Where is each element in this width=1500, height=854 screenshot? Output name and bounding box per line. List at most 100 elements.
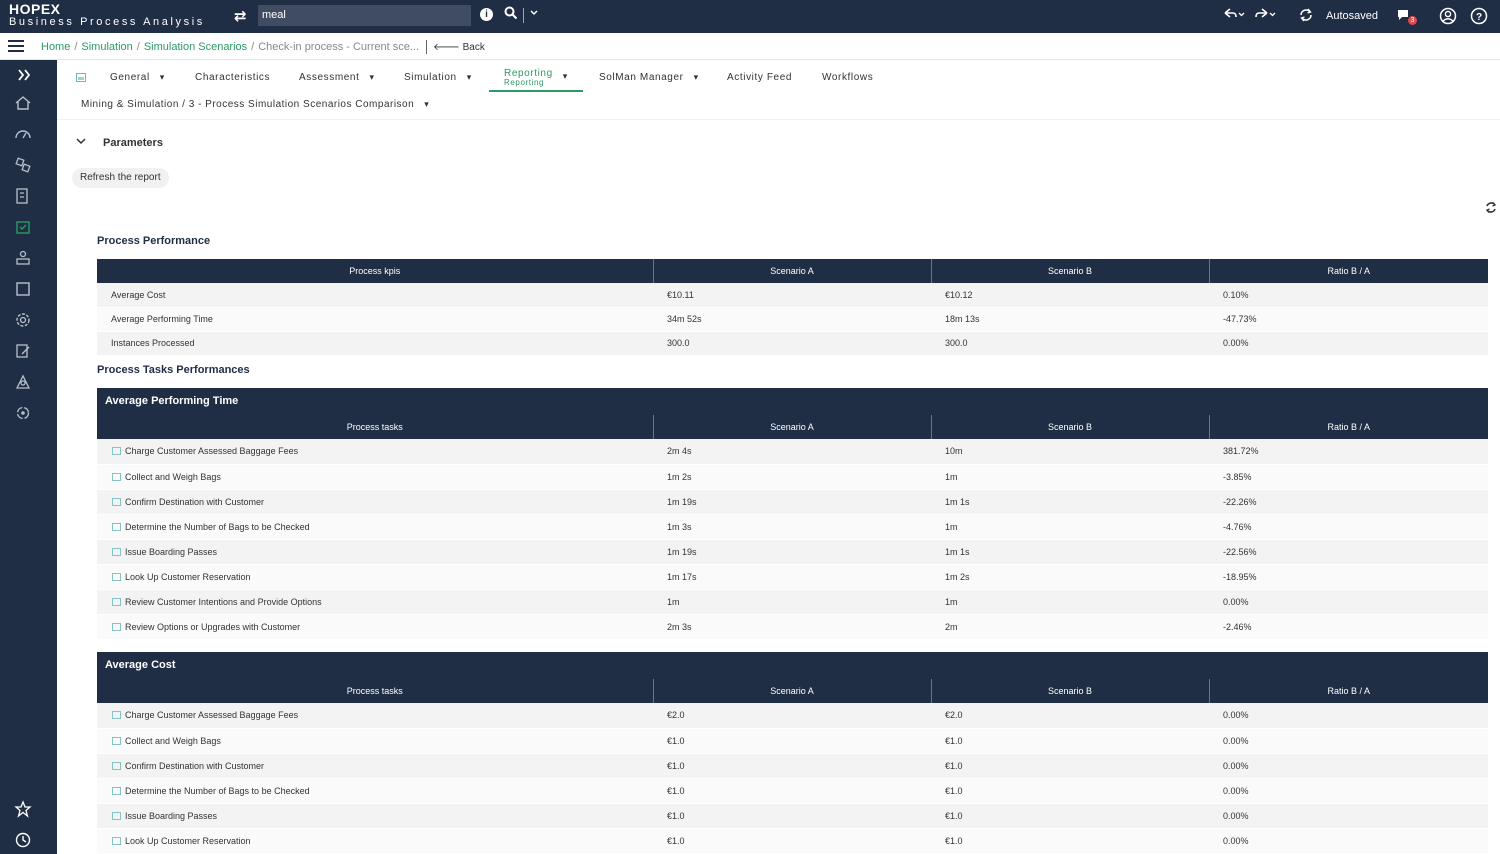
app-logo[interactable]: HOPEX Business Process Analysis (9, 1, 205, 29)
home-icon[interactable] (14, 94, 32, 112)
favorites-icon[interactable] (14, 800, 32, 818)
reload-icon[interactable] (1485, 201, 1497, 214)
tab-simulation[interactable]: Simulation ▾ (404, 72, 472, 83)
history-icon[interactable] (14, 831, 32, 849)
column-header[interactable]: Process tasks (97, 415, 654, 439)
column-header[interactable]: Scenario B (931, 259, 1210, 283)
task-name[interactable]: Look Up Customer Reservation (125, 571, 251, 582)
back-button[interactable]: 🡐 Back (433, 41, 485, 53)
subtab-report-selector[interactable]: Mining & Simulation / 3 - Process Simula… (81, 99, 429, 110)
tab-solman-manager[interactable]: SolMan Manager ▾ (599, 72, 699, 83)
settings-icon[interactable] (14, 311, 32, 329)
table-row[interactable]: Charge Customer Assessed Baggage Fees €2.… (97, 703, 1488, 729)
table-row[interactable]: Confirm Destination with Customer €1.0 €1.… (97, 753, 1488, 779)
breadcrumb-home[interactable]: Home (41, 41, 71, 53)
tab-reporting[interactable]: Reporting Reporting ▾ (504, 68, 568, 87)
task-name[interactable]: Charge Customer Assessed Baggage Fees (125, 446, 299, 457)
table-header-row: Process tasks Scenario A Scenario B Rati… (97, 679, 1488, 703)
org-icon[interactable] (14, 249, 32, 267)
column-header[interactable]: Process kpis (97, 259, 654, 283)
table-row[interactable]: Issue Boarding Passes €1.0 €1.0 0.00% (97, 803, 1488, 829)
table-row[interactable]: Average Cost €10.11 €10.12 0.10% (97, 283, 1488, 308)
task-object-icon (112, 522, 121, 531)
breadcrumb-simulation[interactable]: Simulation (81, 41, 133, 53)
tab-general[interactable]: General ▾ (110, 72, 165, 83)
value-cell: €1.0 (931, 828, 1209, 854)
task-cell: Confirm Destination with Customer (97, 753, 653, 779)
average-cost-header: Average Cost (97, 652, 1488, 679)
diagram-icon[interactable] (14, 280, 32, 298)
tab-activity-feed[interactable]: Activity Feed (727, 72, 792, 83)
brand-name: HOPEX (9, 1, 61, 17)
breadcrumb-simulation-scenarios[interactable]: Simulation Scenarios (143, 41, 248, 53)
info-icon[interactable]: i (480, 8, 493, 21)
tab-label: Characteristics (195, 72, 271, 83)
objects-icon[interactable] (14, 156, 32, 174)
tab-characteristics[interactable]: Characteristics (195, 72, 270, 83)
task-name[interactable]: Confirm Destination with Customer (125, 760, 265, 771)
chevron-down-icon[interactable] (76, 137, 86, 145)
table-row[interactable]: Charge Customer Assessed Baggage Fees 2m … (97, 439, 1488, 465)
top-bar: HOPEX Business Process Analysis ⇄ meal i… (0, 0, 1500, 33)
tab-workflows[interactable]: Workflows (822, 72, 873, 83)
table-row[interactable]: Average Performing Time 34m 52s 18m 13s -47… (97, 307, 1488, 332)
sync-icon[interactable] (1299, 8, 1313, 22)
task-name[interactable]: Issue Boarding Passes (125, 810, 218, 821)
column-header[interactable]: Ratio B / A (1209, 679, 1488, 703)
switch-icon[interactable]: ⇄ (234, 8, 247, 25)
ratio-cell: -22.56% (1209, 539, 1488, 565)
search-icon[interactable] (504, 6, 518, 20)
notifications-icon[interactable] (1396, 7, 1412, 23)
column-header[interactable]: Ratio B / A (1209, 259, 1488, 283)
column-header[interactable]: Scenario A (653, 679, 932, 703)
value-cell: €1.0 (931, 753, 1209, 779)
table-row[interactable]: Collect and Weigh Bags €1.0 €1.0 0.00% (97, 728, 1488, 754)
help-icon[interactable]: ? (1470, 7, 1488, 25)
task-name[interactable]: Review Options or Upgrades with Customer (125, 621, 301, 632)
table-row[interactable]: Review Options or Upgrades with Customer… (97, 614, 1488, 640)
chevron-down-icon[interactable] (529, 8, 539, 18)
task-name[interactable]: Determine the Number of Bags to be Check… (125, 521, 310, 532)
task-name[interactable]: Look Up Customer Reservation (125, 835, 251, 846)
column-header[interactable]: Scenario A (653, 415, 932, 439)
task-name[interactable]: Confirm Destination with Customer (125, 496, 265, 507)
task-name[interactable]: Issue Boarding Passes (125, 546, 218, 557)
tab-assessment[interactable]: Assessment ▾ (299, 72, 375, 83)
value-cell: €2.0 (931, 703, 1209, 729)
table-row[interactable]: Look Up Customer Reservation €1.0 €1.0 0.00… (97, 828, 1488, 854)
menu-icon[interactable] (8, 39, 24, 53)
table-row[interactable]: Confirm Destination with Customer 1m 19s 1… (97, 489, 1488, 515)
search-input[interactable]: meal (258, 5, 471, 26)
table-row[interactable]: Determine the Number of Bags to be Check… (97, 778, 1488, 804)
table-row[interactable]: Issue Boarding Passes 1m 19s 1m 1s -22.56% (97, 539, 1488, 565)
chevron-down-icon: ▾ (159, 72, 165, 82)
column-header[interactable]: Ratio B / A (1209, 415, 1488, 439)
task-name[interactable]: Review Customer Intentions and Provide O… (125, 596, 322, 607)
table-row[interactable]: Determine the Number of Bags to be Check… (97, 514, 1488, 540)
users-icon[interactable] (14, 373, 32, 391)
sync-icon[interactable] (14, 404, 32, 422)
library-icon[interactable] (14, 187, 32, 205)
table-row[interactable]: Instances Processed 300.0 300.0 0.00% (97, 331, 1488, 356)
expand-icon[interactable] (16, 66, 34, 84)
undo-icon[interactable] (1221, 7, 1245, 23)
task-name[interactable]: Collect and Weigh Bags (125, 471, 221, 482)
parameters-title: Parameters (103, 137, 163, 149)
simulation-icon[interactable] (14, 218, 32, 236)
task-name[interactable]: Collect and Weigh Bags (125, 735, 221, 746)
task-name[interactable]: Charge Customer Assessed Baggage Fees (125, 710, 299, 721)
column-header[interactable]: Process tasks (97, 679, 654, 703)
column-header[interactable]: Scenario B (931, 679, 1210, 703)
refresh-report-button[interactable]: Refresh the report (72, 168, 169, 188)
table-row[interactable]: Look Up Customer Reservation 1m 17s 1m 2s -… (97, 564, 1488, 590)
report-edit-icon[interactable] (14, 342, 32, 360)
table-row[interactable]: Collect and Weigh Bags 1m 2s 1m -3.85% (97, 464, 1488, 490)
table-row[interactable]: Review Customer Intentions and Provide O… (97, 589, 1488, 615)
redo-icon[interactable] (1254, 7, 1278, 23)
value-cell: €1.0 (653, 753, 931, 779)
column-header[interactable]: Scenario B (931, 415, 1210, 439)
task-name[interactable]: Determine the Number of Bags to be Check… (125, 785, 310, 796)
dashboard-icon[interactable] (14, 125, 32, 143)
column-header[interactable]: Scenario A (653, 259, 932, 283)
user-icon[interactable] (1439, 7, 1457, 25)
